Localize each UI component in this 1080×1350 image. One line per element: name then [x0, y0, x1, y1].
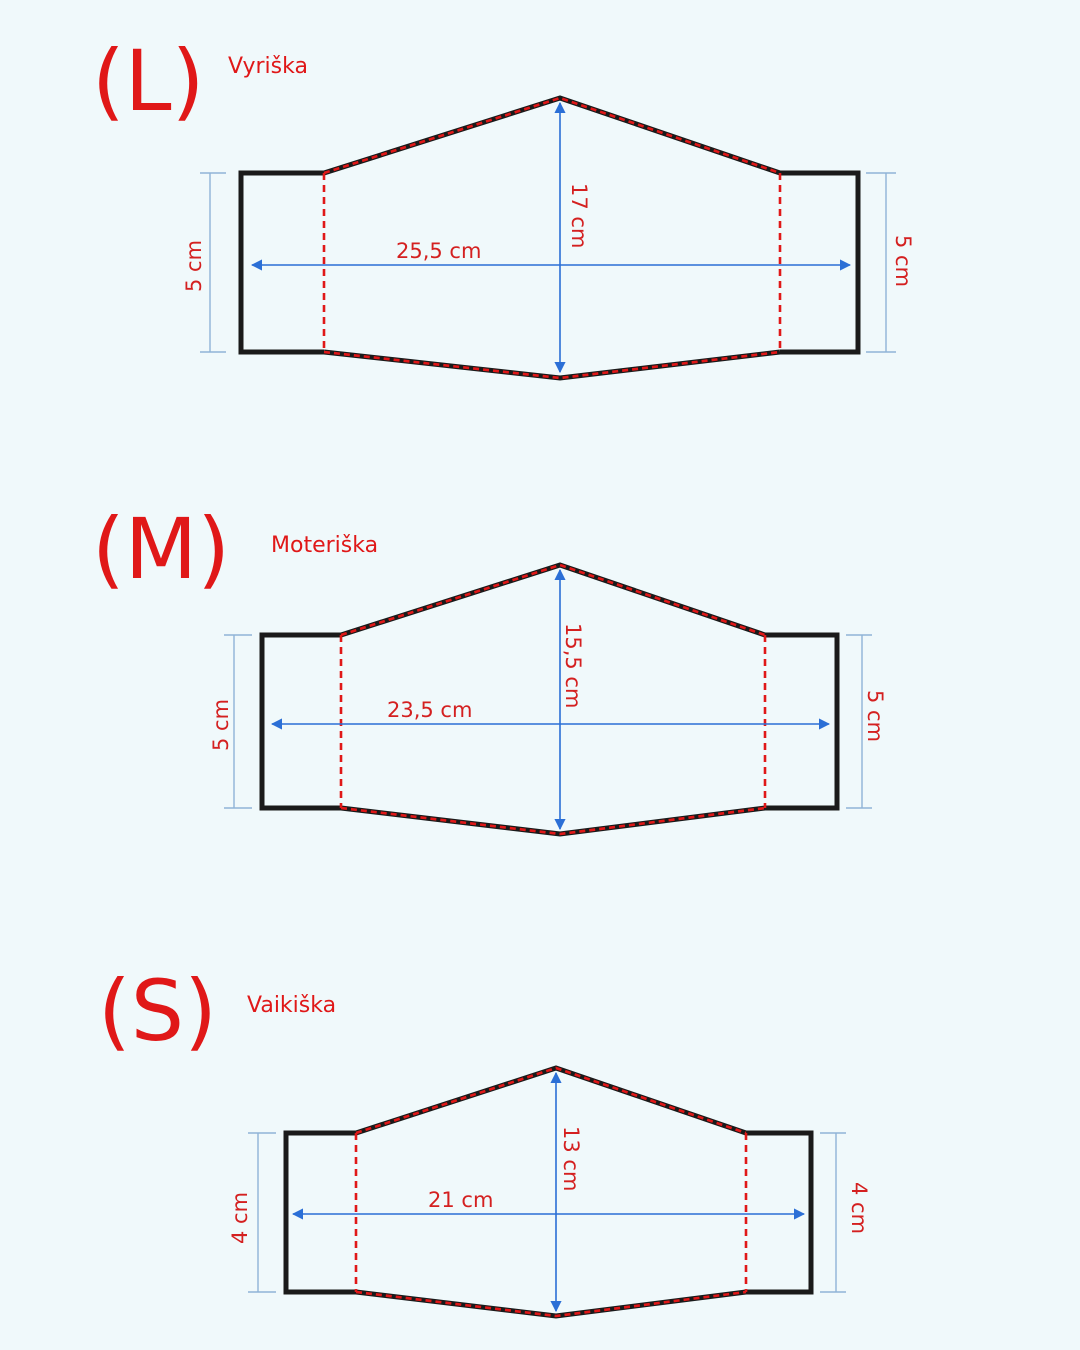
size-letter-small: (S)	[98, 962, 217, 1060]
width-label-large: 25,5 cm	[396, 239, 481, 263]
size-letter-medium: (M)	[92, 500, 230, 598]
right-side-label-small: 4 cm	[847, 1182, 871, 1234]
height-label-small: 13 cm	[559, 1126, 583, 1191]
height-label-large: 17 cm	[567, 183, 591, 248]
height-label-medium: 15,5 cm	[561, 623, 585, 708]
right-side-label-medium: 5 cm	[863, 690, 887, 742]
left-side-dimension-large	[200, 172, 226, 353]
pattern-medium: (M) Moteriška 23,5 cm 15,5 cm 5 cm 5 cm	[92, 500, 887, 837]
mask-outline-medium	[259, 632, 840, 811]
left-side-dimension-medium	[224, 634, 252, 809]
left-side-label-medium: 5 cm	[209, 699, 233, 751]
width-label-small: 21 cm	[428, 1188, 493, 1212]
left-side-label-small: 4 cm	[228, 1192, 252, 1244]
size-name-small: Vaikiška	[247, 993, 336, 1018]
left-side-dimension-small	[248, 1132, 276, 1293]
mask-outline-small	[283, 1130, 814, 1295]
mask-outline-large	[238, 170, 861, 355]
left-side-label-large: 5 cm	[182, 240, 206, 292]
size-letter-large: (L)	[92, 32, 204, 130]
width-label-medium: 23,5 cm	[387, 698, 472, 722]
pattern-small: (S) Vaikiška 21 cm 13 cm 4 cm 4 cm	[98, 962, 871, 1319]
right-side-dimension-small	[820, 1132, 846, 1293]
pattern-large: (L) Vyriška 25,5 cm 17 cm 5 cm 5 cm	[92, 32, 915, 381]
size-name-large: Vyriška	[228, 54, 308, 79]
size-name-medium: Moteriška	[271, 533, 378, 558]
right-side-dimension-medium	[846, 634, 872, 809]
right-side-dimension-large	[866, 172, 896, 353]
right-side-label-large: 5 cm	[891, 235, 915, 287]
